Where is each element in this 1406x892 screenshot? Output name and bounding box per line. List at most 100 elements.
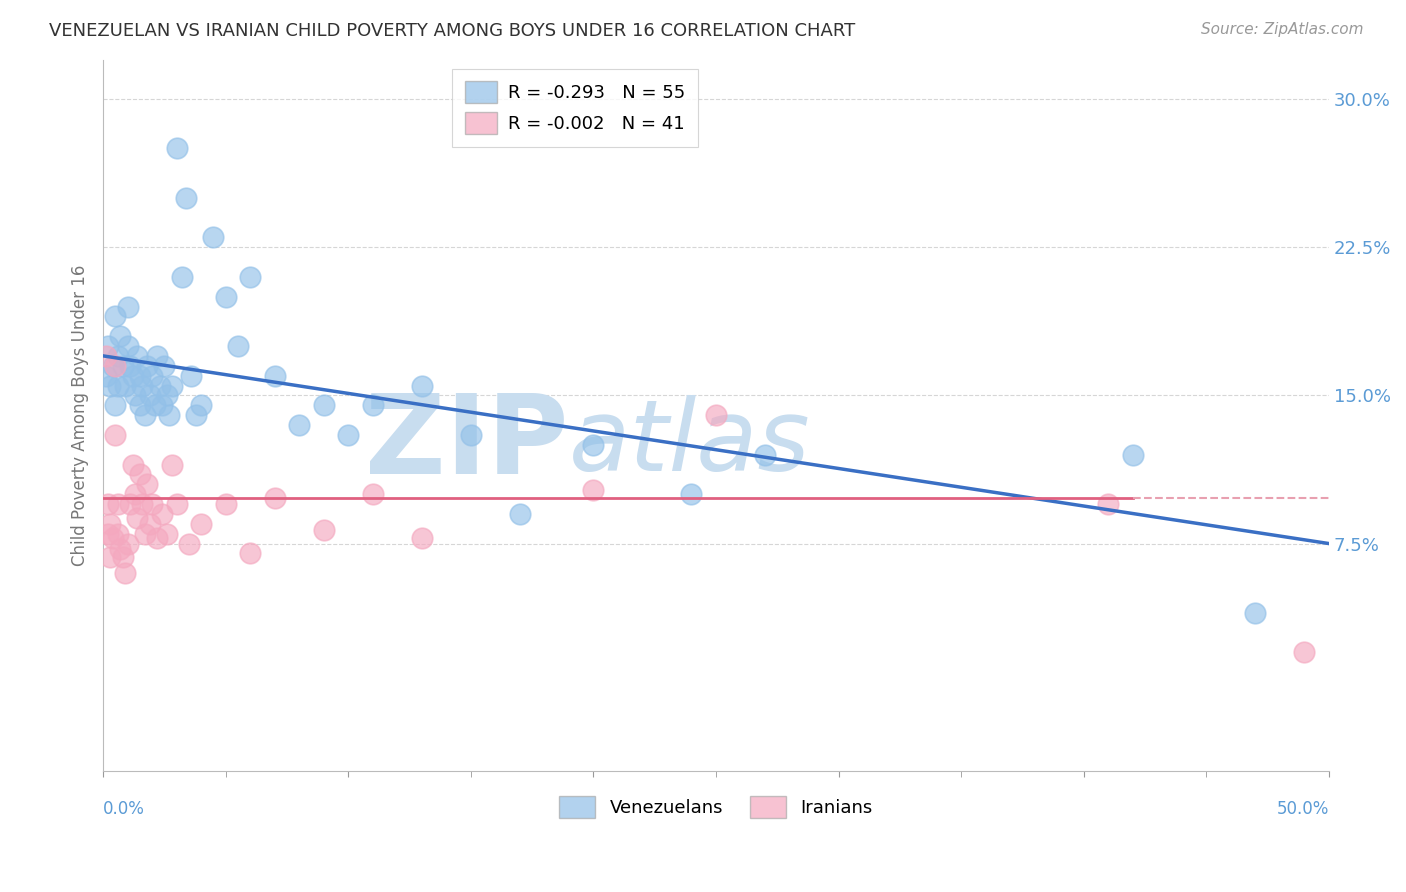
Point <box>107 526 129 541</box>
Point <box>136 477 159 491</box>
Point <box>100 550 122 565</box>
Point <box>150 507 173 521</box>
Point <box>117 300 139 314</box>
Point <box>1122 448 1144 462</box>
Point <box>138 516 160 531</box>
Point <box>263 368 285 383</box>
Point <box>117 339 139 353</box>
Point <box>754 448 776 462</box>
Point <box>104 310 127 324</box>
Point <box>160 378 183 392</box>
Point <box>121 368 143 383</box>
Point <box>111 359 134 373</box>
Point <box>127 511 149 525</box>
Point <box>134 408 156 422</box>
Text: ZIP: ZIP <box>366 390 569 497</box>
Point <box>104 359 127 373</box>
Point <box>129 467 152 482</box>
Point <box>215 497 238 511</box>
Point <box>582 438 605 452</box>
Point <box>136 359 159 373</box>
Point <box>114 378 136 392</box>
Point <box>110 542 132 557</box>
Point <box>157 408 180 422</box>
Point <box>202 230 225 244</box>
Point <box>215 290 238 304</box>
Point <box>101 359 124 373</box>
Point <box>226 339 249 353</box>
Point <box>582 483 605 498</box>
Text: atlas: atlas <box>569 395 810 492</box>
Point <box>153 359 176 373</box>
Point <box>156 388 179 402</box>
Point <box>110 329 132 343</box>
Point <box>1294 645 1316 659</box>
Point <box>263 491 285 505</box>
Point <box>107 497 129 511</box>
Point <box>148 378 170 392</box>
Point <box>143 398 166 412</box>
Point <box>681 487 703 501</box>
Point <box>129 398 152 412</box>
Point <box>176 191 198 205</box>
Point <box>312 523 335 537</box>
Text: VENEZUELAN VS IRANIAN CHILD POVERTY AMONG BOYS UNDER 16 CORRELATION CHART: VENEZUELAN VS IRANIAN CHILD POVERTY AMON… <box>49 22 855 40</box>
Point <box>94 368 117 383</box>
Y-axis label: Child Poverty Among Boys Under 16: Child Poverty Among Boys Under 16 <box>72 264 89 566</box>
Point <box>190 398 212 412</box>
Point <box>146 531 169 545</box>
Point <box>460 428 482 442</box>
Point <box>97 497 120 511</box>
Point <box>97 526 120 541</box>
Point <box>239 546 262 560</box>
Point <box>120 497 142 511</box>
Point <box>138 388 160 402</box>
Point <box>312 398 335 412</box>
Point <box>129 368 152 383</box>
Point <box>124 487 146 501</box>
Point <box>186 408 208 422</box>
Point <box>704 408 727 422</box>
Legend: Venezuelans, Iranians: Venezuelans, Iranians <box>551 789 880 826</box>
Point <box>104 398 127 412</box>
Point <box>141 368 163 383</box>
Point <box>117 536 139 550</box>
Point <box>180 368 202 383</box>
Point <box>166 497 188 511</box>
Point <box>101 531 124 545</box>
Point <box>1244 606 1267 620</box>
Point <box>100 378 122 392</box>
Point <box>131 378 153 392</box>
Point <box>104 428 127 442</box>
Text: 50.0%: 50.0% <box>1277 800 1329 818</box>
Point <box>124 388 146 402</box>
Point <box>121 458 143 472</box>
Point <box>131 497 153 511</box>
Point <box>134 526 156 541</box>
Text: Source: ZipAtlas.com: Source: ZipAtlas.com <box>1201 22 1364 37</box>
Point <box>107 349 129 363</box>
Point <box>160 458 183 472</box>
Point <box>411 378 433 392</box>
Point <box>411 531 433 545</box>
Point <box>288 417 311 432</box>
Point <box>177 536 200 550</box>
Point <box>190 516 212 531</box>
Point <box>239 269 262 284</box>
Point <box>170 269 193 284</box>
Point <box>97 339 120 353</box>
Point <box>146 349 169 363</box>
Point <box>107 378 129 392</box>
Point <box>1097 497 1119 511</box>
Point <box>361 487 384 501</box>
Point <box>337 428 360 442</box>
Point <box>361 398 384 412</box>
Point <box>127 349 149 363</box>
Point <box>94 349 117 363</box>
Point <box>156 526 179 541</box>
Text: 0.0%: 0.0% <box>103 800 145 818</box>
Point <box>166 141 188 155</box>
Point <box>509 507 531 521</box>
Point <box>150 398 173 412</box>
Point <box>114 566 136 581</box>
